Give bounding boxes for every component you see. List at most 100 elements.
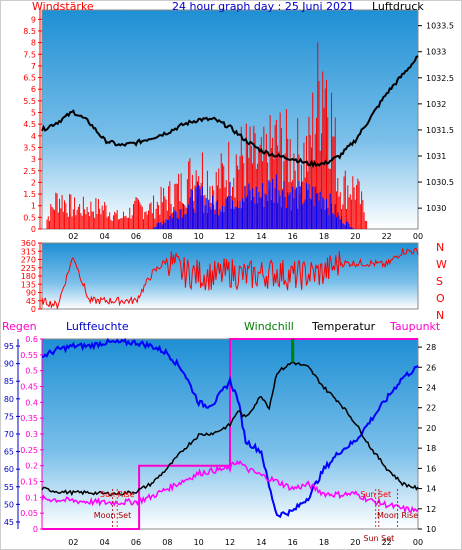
sun-moon-annotation: Moon Set [94, 511, 131, 520]
direction-tick-label: 225 [21, 264, 36, 273]
x-tick-label: 08 [162, 232, 172, 241]
pressure-tick-label: 1031.5 [426, 126, 454, 135]
wind-tick-label: 3 [31, 155, 36, 164]
x-tick-label: 16 [288, 232, 298, 241]
wind-tick-label: 2 [31, 178, 36, 187]
humidity-tick-label: 80 [4, 395, 14, 404]
direction-tick-label: 315 [21, 247, 36, 256]
temp-tick-label: 10 [426, 525, 436, 534]
humidity-tick-label: 95 [4, 342, 14, 351]
humidity-tick-label: 75 [4, 412, 14, 421]
pressure-line [41, 55, 419, 168]
pressure-tick-label: 1033 [426, 48, 446, 57]
temp-tick-label: 26 [426, 363, 436, 372]
wind-tick-label: 5.5 [23, 97, 36, 106]
rain-tick-label: 0 [33, 525, 38, 534]
pressure-tick-label: 1032 [426, 100, 446, 109]
temp-tick-label: 22 [426, 404, 436, 413]
compass-label: S [436, 275, 443, 288]
x-tick-label: 16 [288, 538, 298, 547]
wind-tick-label: 7.5 [23, 50, 36, 59]
x-tick-label: 18 [319, 232, 329, 241]
x-tick-label: 02 [68, 232, 78, 241]
x-tick-label: 08 [162, 538, 172, 547]
rain-tick-label: 0.35 [20, 414, 38, 423]
humidity-tick-label: 90 [4, 360, 14, 369]
x-tick-label: 06 [131, 232, 141, 241]
direction-tick-label: 135 [21, 280, 36, 289]
wind-tick-label: 4.5 [23, 120, 36, 129]
rain-tick-label: 0.4 [25, 398, 38, 407]
wind-direction-line [41, 247, 419, 311]
pressure-tick-label: 1030 [426, 204, 446, 213]
humidity-line [41, 337, 419, 519]
compass-label: O [436, 292, 445, 305]
rain-tick-label: 0.05 [20, 509, 38, 518]
wind-axis-label: Windstärke [32, 0, 94, 13]
direction-tick-label: 0 [31, 305, 36, 314]
x-tick-label: 06 [131, 538, 141, 547]
x-tick-label: 04 [100, 232, 110, 241]
x-tick-label: 22 [382, 232, 392, 241]
rain-tick-label: 0.25 [20, 446, 38, 455]
rain-tick-label: 0.5 [25, 367, 38, 376]
rain-tick-label: 0.1 [25, 493, 38, 502]
rain-tick-label: 0.15 [20, 478, 38, 487]
compass-label: N [436, 309, 444, 322]
rain-tick-label: 0.45 [20, 383, 38, 392]
humidity-tick-label: 50 [4, 500, 14, 509]
temp-tick-label: 20 [426, 424, 436, 433]
x-tick-label: 00 [413, 538, 423, 547]
wind-tick-label: 5 [31, 109, 36, 118]
humidity-tick-label: 70 [4, 430, 14, 439]
sun-moon-annotation: Moon Rise [377, 511, 418, 520]
rain-tick-label: 0.6 [25, 335, 38, 344]
rain-line [42, 338, 418, 530]
x-tick-label: 18 [319, 538, 329, 547]
temp-tick-label: 28 [426, 343, 436, 352]
direction-tick-label: 90 [26, 289, 36, 298]
x-tick-label: 20 [350, 538, 360, 547]
x-tick-label: 02 [68, 538, 78, 547]
direction-tick-label: 270 [21, 256, 36, 265]
temp-tick-label: 12 [426, 505, 436, 514]
wind-tick-label: 2.5 [23, 167, 36, 176]
rain-tick-label: 0.3 [25, 430, 38, 439]
wind-tick-label: 6.5 [23, 74, 36, 83]
x-tick-label: 14 [256, 232, 266, 241]
humidity-axis-label: Luftfeuchte [66, 320, 129, 333]
pressure-axis-label: Luftdruck [372, 0, 424, 13]
x-tick-label: 20 [350, 232, 360, 241]
temp-tick-label: 24 [426, 384, 436, 393]
compass-label: W [436, 258, 447, 271]
chart-title: 24 hour graph day : 25 Juni 2021 [172, 0, 354, 13]
pressure-tick-label: 1033.5 [426, 22, 454, 31]
rain-axis-label: Regen [2, 320, 37, 333]
pressure-tick-label: 1030.5 [426, 178, 454, 187]
direction-tick-label: 45 [26, 297, 36, 306]
sun-moon-annotation: Sun Rise [100, 490, 135, 499]
dewpoint-label: Taupunkt [389, 320, 441, 333]
x-tick-label: 10 [194, 538, 204, 547]
wind-tick-label: 8.5 [23, 27, 36, 36]
x-tick-label: 10 [194, 232, 204, 241]
wind-tick-label: 4 [31, 132, 36, 141]
sun-moon-annotation: Sun Set [360, 490, 391, 499]
humidity-tick-label: 60 [4, 465, 14, 474]
pressure-tick-label: 1031 [426, 152, 446, 161]
temperature-line [41, 361, 419, 497]
rain-tick-label: 0.2 [25, 462, 38, 471]
wind-tick-label: 8 [31, 39, 36, 48]
compass-label: N [436, 241, 444, 254]
temp-tick-label: 18 [426, 444, 436, 453]
temp-tick-label: 16 [426, 464, 436, 473]
humidity-tick-label: 45 [4, 518, 14, 527]
x-tick-label: 12 [225, 232, 235, 241]
wind-tick-label: 6 [31, 85, 36, 94]
direction-tick-label: 360 [21, 239, 36, 248]
humidity-tick-label: 65 [4, 448, 14, 457]
x-tick-label: 12 [225, 538, 235, 547]
wind-tick-label: 9 [31, 15, 36, 24]
wind-tick-label: 0 [31, 225, 36, 234]
